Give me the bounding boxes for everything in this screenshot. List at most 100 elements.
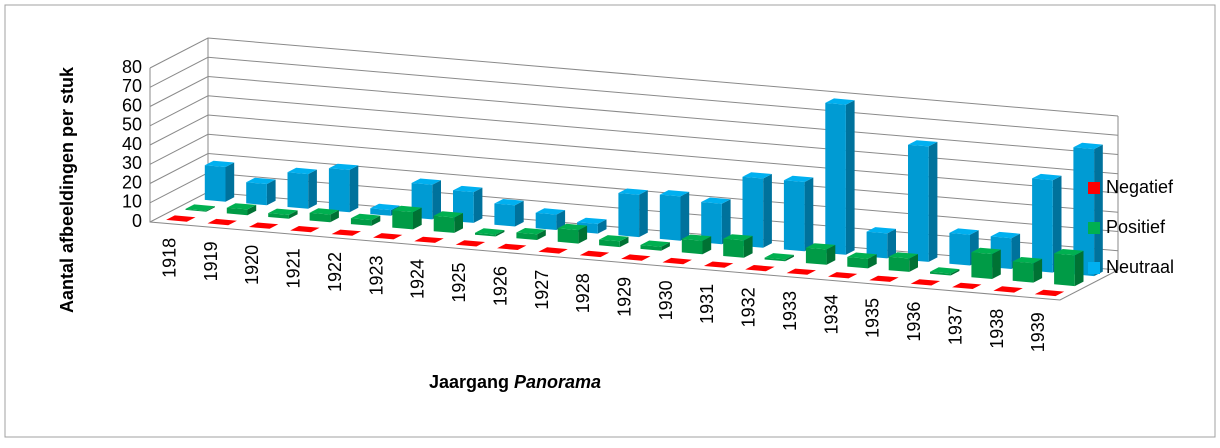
bar [414, 236, 444, 243]
bar-front [1032, 178, 1053, 273]
bar-top [701, 197, 731, 204]
bar-side [992, 249, 1001, 279]
bar-top [847, 252, 877, 259]
bar-front [328, 168, 350, 213]
bar-top [949, 228, 979, 235]
bar-side [619, 236, 629, 248]
bar [640, 240, 670, 251]
bar-front [475, 232, 496, 237]
bar [1073, 142, 1103, 277]
bar-side [578, 225, 588, 244]
bar-front [1073, 147, 1095, 277]
y-tick-label: 60 [122, 95, 142, 115]
bar [745, 265, 775, 272]
bar-front [309, 212, 331, 223]
bar-top [370, 203, 400, 211]
bar-side [495, 230, 505, 237]
bar [226, 203, 257, 216]
bar-side [473, 187, 483, 223]
bar-top [290, 226, 320, 233]
bar-top [952, 282, 982, 289]
bar-top [309, 208, 339, 215]
bar-front [805, 247, 827, 265]
y-tick-label: 50 [122, 115, 142, 135]
bar-top [516, 228, 546, 235]
x-tick-label: 1930 [656, 280, 676, 320]
bar-front [1012, 261, 1034, 283]
bar-top [475, 228, 505, 235]
bar-front [599, 239, 620, 248]
bar-side [308, 169, 317, 209]
bar [659, 190, 690, 241]
bar [599, 235, 629, 248]
bar-top [888, 252, 918, 259]
bar-front [764, 257, 786, 262]
bar-top [538, 247, 568, 254]
bar-front [268, 213, 289, 219]
bar [287, 167, 317, 209]
x-axis-title-italic: Panorama [514, 372, 601, 392]
bar [869, 275, 899, 282]
bar-top [557, 223, 588, 231]
bar-side [454, 213, 463, 233]
x-tick-label: 1935 [863, 298, 883, 338]
bar [952, 282, 982, 289]
bar [331, 229, 361, 236]
x-tick-label: 1924 [408, 259, 428, 299]
bar-front [866, 231, 888, 259]
x-axis-title-main: Jaargang [429, 372, 509, 392]
bar-top [640, 240, 670, 247]
legend-swatch [1088, 222, 1100, 234]
bar [538, 247, 568, 254]
bar-front [971, 252, 993, 279]
bar [494, 199, 524, 227]
bar-front [516, 232, 538, 240]
bar [1054, 249, 1084, 287]
x-tick-label: 1939 [1028, 312, 1048, 352]
bar-side [743, 235, 753, 258]
bar-front [930, 271, 951, 276]
bar-front [825, 102, 846, 255]
y-tick-label: 80 [122, 57, 142, 77]
bar-front [783, 180, 805, 252]
bar [516, 228, 546, 240]
bar [805, 243, 836, 265]
bar-side [537, 229, 546, 240]
bar [621, 254, 651, 261]
x-tick-label: 1938 [987, 309, 1007, 349]
bar-top [455, 240, 486, 247]
bar-side [639, 190, 648, 238]
y-tick-label: 10 [122, 192, 142, 212]
y-tick-label: 40 [122, 134, 142, 154]
bar [350, 213, 381, 226]
bar-top [786, 268, 816, 275]
bar [888, 252, 918, 272]
bar-top [287, 167, 317, 175]
bar-top [662, 257, 692, 265]
x-tick-label: 1927 [532, 270, 552, 310]
bar-top [350, 213, 381, 221]
bar-front [370, 208, 391, 216]
bar [786, 268, 816, 275]
bar-side [330, 210, 339, 223]
bar-side [680, 191, 690, 241]
bar-side [1074, 250, 1084, 287]
bar [433, 211, 463, 233]
bar-side [1052, 175, 1062, 273]
y-tick-label: 20 [122, 172, 142, 192]
bar-side [661, 242, 670, 251]
x-tick-label: 1929 [614, 277, 634, 317]
bar [455, 240, 486, 247]
bar-top [453, 185, 483, 193]
bar [579, 250, 610, 258]
x-tick-label: 1931 [697, 284, 717, 324]
bar-front [742, 176, 764, 248]
bar-top [869, 275, 899, 282]
bar [1032, 173, 1062, 273]
bar-front [659, 194, 681, 241]
bar-front [350, 218, 372, 226]
bar-front [1054, 253, 1075, 287]
x-tick-label: 1925 [449, 263, 469, 303]
bar [373, 233, 403, 240]
